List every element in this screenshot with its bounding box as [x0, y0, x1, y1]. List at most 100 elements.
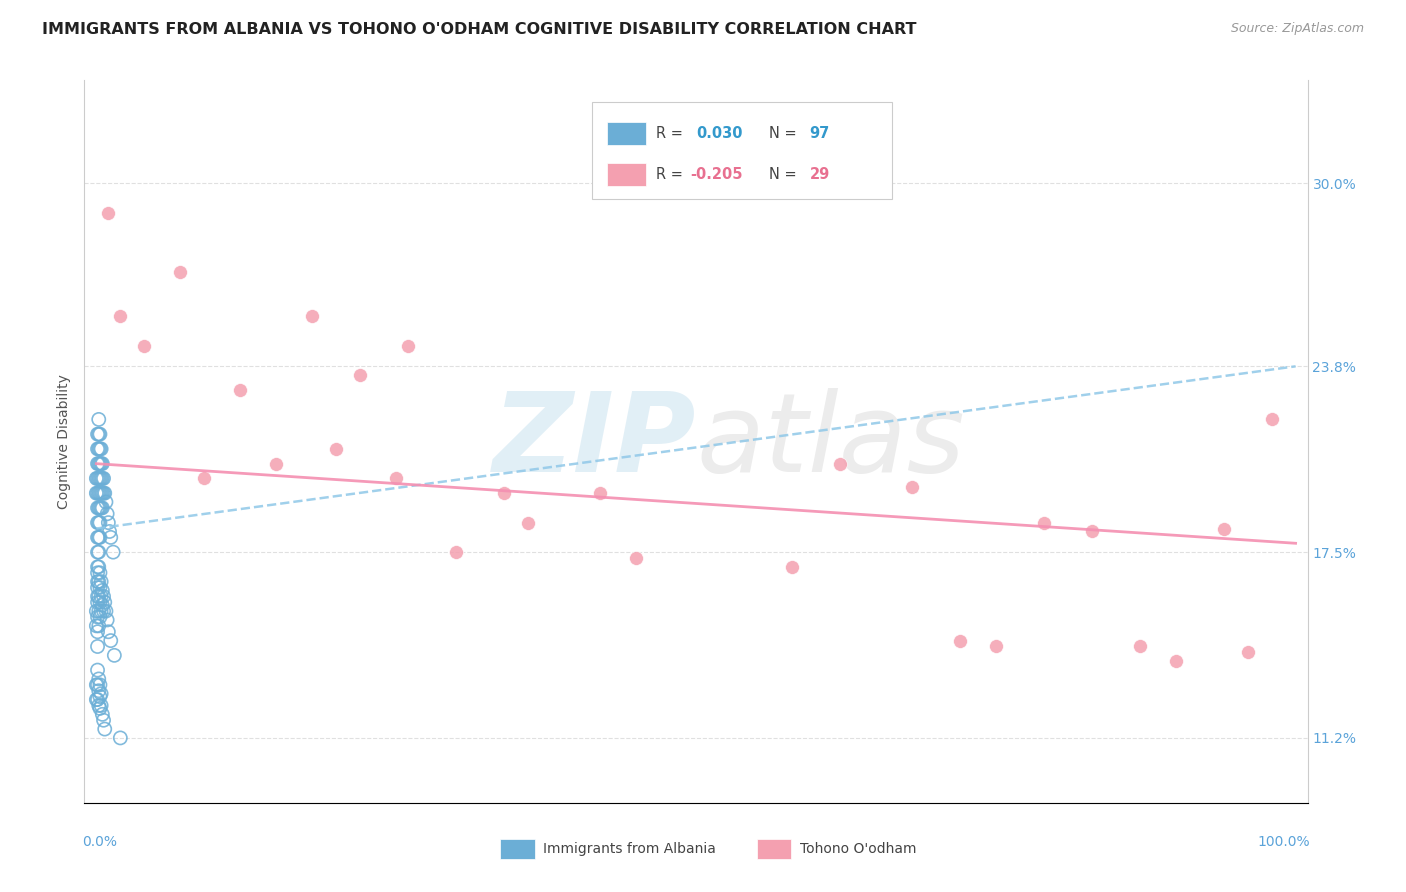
Point [624, 551, 647, 566]
Point [90, 500, 112, 515]
Point [91, 583, 114, 598]
Point [301, 309, 323, 323]
Point [86, 471, 108, 485]
Point [349, 368, 371, 383]
Text: 97: 97 [810, 127, 830, 141]
Point [86, 678, 108, 692]
Point [86, 486, 108, 500]
Point [97, 206, 120, 220]
Text: R =: R = [655, 168, 682, 183]
Text: Immigrants from Albania: Immigrants from Albania [543, 842, 716, 856]
Point [1212, 522, 1234, 536]
Point [87, 442, 110, 456]
Point [229, 383, 252, 397]
Text: N =: N = [769, 127, 797, 141]
Point [89, 530, 111, 544]
Point [86, 530, 108, 544]
Point [100, 530, 122, 544]
Point [901, 480, 924, 494]
Point [589, 486, 612, 500]
Point [89, 690, 111, 704]
Point [110, 731, 132, 745]
Point [86, 442, 108, 456]
Point [89, 701, 111, 715]
Point [97, 516, 120, 530]
Point [91, 500, 114, 515]
Point [89, 471, 111, 485]
FancyBboxPatch shape [501, 838, 534, 859]
Point [101, 545, 124, 559]
Point [193, 471, 215, 485]
Point [87, 590, 110, 604]
Point [93, 604, 115, 618]
Y-axis label: Cognitive Disability: Cognitive Disability [58, 374, 72, 509]
Text: 29: 29 [810, 168, 830, 183]
Text: R =: R = [655, 127, 682, 141]
Point [87, 574, 110, 589]
Text: ZIP: ZIP [492, 388, 696, 495]
Point [87, 560, 110, 574]
Point [89, 442, 111, 456]
Point [89, 500, 111, 515]
Point [94, 495, 117, 509]
Point [86, 640, 108, 654]
Point [89, 457, 111, 471]
Point [86, 486, 108, 500]
Point [87, 412, 110, 426]
Point [86, 678, 108, 692]
Point [90, 590, 112, 604]
Point [90, 574, 112, 589]
Point [87, 545, 110, 559]
Point [86, 581, 108, 595]
Point [87, 471, 110, 485]
Point [89, 566, 111, 580]
Point [1164, 654, 1187, 668]
Point [89, 610, 111, 624]
Point [780, 560, 803, 574]
Point [86, 692, 108, 706]
Point [89, 516, 111, 530]
Point [828, 457, 851, 471]
Point [97, 624, 120, 639]
Point [86, 500, 108, 515]
Point [87, 516, 110, 530]
Point [385, 471, 408, 485]
Text: Source: ZipAtlas.com: Source: ZipAtlas.com [1230, 22, 1364, 36]
Text: atlas: atlas [696, 388, 965, 495]
Point [89, 427, 111, 442]
Point [87, 672, 110, 686]
FancyBboxPatch shape [592, 102, 891, 200]
Point [517, 516, 540, 530]
Point [949, 633, 972, 648]
Point [87, 530, 110, 544]
Point [86, 610, 108, 624]
Point [1260, 412, 1282, 426]
Point [94, 604, 117, 618]
Point [91, 457, 114, 471]
Point [444, 545, 467, 559]
Point [86, 566, 108, 580]
Point [1032, 516, 1054, 530]
FancyBboxPatch shape [606, 122, 645, 145]
Point [89, 581, 111, 595]
Text: IMMIGRANTS FROM ALBANIA VS TOHONO O'ODHAM COGNITIVE DISABILITY CORRELATION CHART: IMMIGRANTS FROM ALBANIA VS TOHONO O'ODHA… [42, 22, 917, 37]
Point [87, 427, 110, 442]
Point [86, 692, 108, 706]
Point [93, 595, 117, 609]
Point [91, 707, 114, 722]
FancyBboxPatch shape [606, 163, 645, 186]
Point [103, 648, 125, 663]
Point [86, 457, 108, 471]
Text: 0.0%: 0.0% [82, 835, 117, 849]
Point [86, 663, 108, 677]
Point [90, 442, 112, 456]
Point [98, 524, 121, 539]
Point [87, 619, 110, 633]
Point [93, 722, 117, 736]
Point [87, 698, 110, 713]
Point [90, 457, 112, 471]
Point [93, 713, 115, 727]
Point [984, 640, 1007, 654]
Point [1080, 524, 1102, 539]
Point [96, 613, 118, 627]
